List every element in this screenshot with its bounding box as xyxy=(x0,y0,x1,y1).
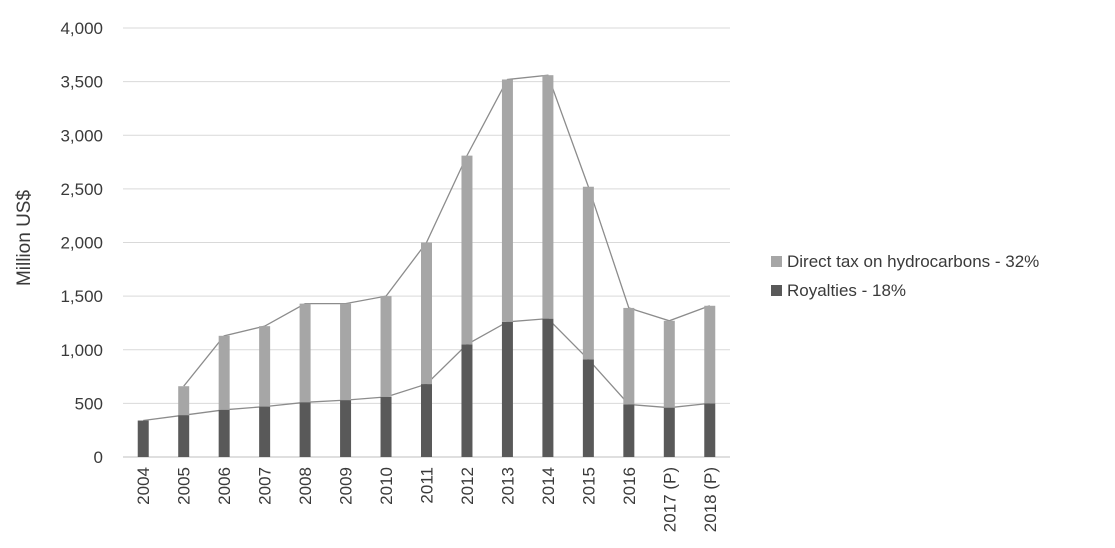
x-tick-label: 2005 xyxy=(175,467,194,505)
bar-direct-tax xyxy=(421,242,432,385)
bar-royalties xyxy=(137,420,149,457)
bar-royalties xyxy=(542,318,554,457)
x-tick-label: 2008 xyxy=(296,467,315,505)
legend-swatch-royalties xyxy=(771,285,782,296)
x-axis-ticks: 2004 2005 2006 2007 2008 2009 2010 2011 2012 2013… xyxy=(134,467,720,532)
bar-direct-tax xyxy=(542,75,554,319)
x-tick-label: 2006 xyxy=(215,467,234,505)
bar-royalties xyxy=(623,404,635,457)
bars xyxy=(137,75,716,457)
y-tick-label: 500 xyxy=(75,394,103,413)
bar-direct-tax xyxy=(299,303,311,403)
x-tick-label: 2017 (P) xyxy=(660,467,679,532)
bar-direct-tax xyxy=(218,335,230,410)
y-tick-label: 1,500 xyxy=(60,287,103,306)
y-tick-label: 2,500 xyxy=(60,180,103,199)
connector-line-total xyxy=(183,74,710,387)
x-tick-label: 2013 xyxy=(498,467,517,505)
bar-royalties xyxy=(178,415,190,457)
bar-direct-tax xyxy=(461,155,473,345)
legend-label-direct-tax: Direct tax on hydrocarbons - 32% xyxy=(787,252,1039,271)
y-tick-label: 0 xyxy=(94,448,103,467)
legend-label-royalties: Royalties - 18% xyxy=(787,281,906,300)
bar-royalties xyxy=(259,406,271,457)
legend-swatch-direct-tax xyxy=(771,256,782,267)
bar-royalties xyxy=(461,344,473,457)
y-tick-label: 1,000 xyxy=(60,341,103,360)
x-tick-label: 2014 xyxy=(539,467,558,505)
bar-direct-tax xyxy=(380,296,392,397)
y-tick-label: 4,000 xyxy=(60,19,103,38)
y-tick-label: 2,000 xyxy=(60,234,103,253)
y-tick-label: 3,000 xyxy=(60,126,103,145)
x-tick-label: 2016 xyxy=(620,467,639,505)
x-tick-label: 2011 xyxy=(418,467,437,504)
x-tick-label: 2004 xyxy=(134,467,153,505)
bar-direct-tax xyxy=(704,305,716,404)
bar-royalties xyxy=(663,407,675,457)
x-tick-label: 2015 xyxy=(579,467,598,505)
bar-direct-tax xyxy=(663,320,675,408)
bar-direct-tax xyxy=(501,79,513,322)
legend: Direct tax on hydrocarbons - 32% Royalti… xyxy=(771,252,1039,300)
y-tick-label: 3,500 xyxy=(60,73,103,92)
bar-direct-tax xyxy=(623,307,635,405)
bar-royalties xyxy=(421,384,432,457)
bar-royalties xyxy=(704,403,716,457)
bar-royalties xyxy=(218,409,230,457)
bar-royalties xyxy=(582,359,594,457)
x-tick-label: 2010 xyxy=(377,467,396,505)
bar-direct-tax xyxy=(340,303,352,401)
bar-royalties xyxy=(340,400,352,457)
bar-direct-tax xyxy=(259,326,271,407)
bar-direct-tax xyxy=(582,186,594,360)
x-tick-label: 2009 xyxy=(337,467,356,505)
x-tick-label: 2018 (P) xyxy=(701,467,720,532)
bar-direct-tax xyxy=(178,386,190,416)
x-tick-label: 2007 xyxy=(256,467,275,505)
y-axis-ticks: 0 500 1,000 1,500 2,000 2,500 3,000 3,500 4,000 xyxy=(60,19,103,467)
y-axis-title: Million US$ xyxy=(14,190,35,287)
bar-royalties xyxy=(299,402,311,457)
bar-royalties xyxy=(501,321,513,457)
x-tick-label: 2012 xyxy=(458,467,477,505)
bar-royalties xyxy=(380,396,392,457)
